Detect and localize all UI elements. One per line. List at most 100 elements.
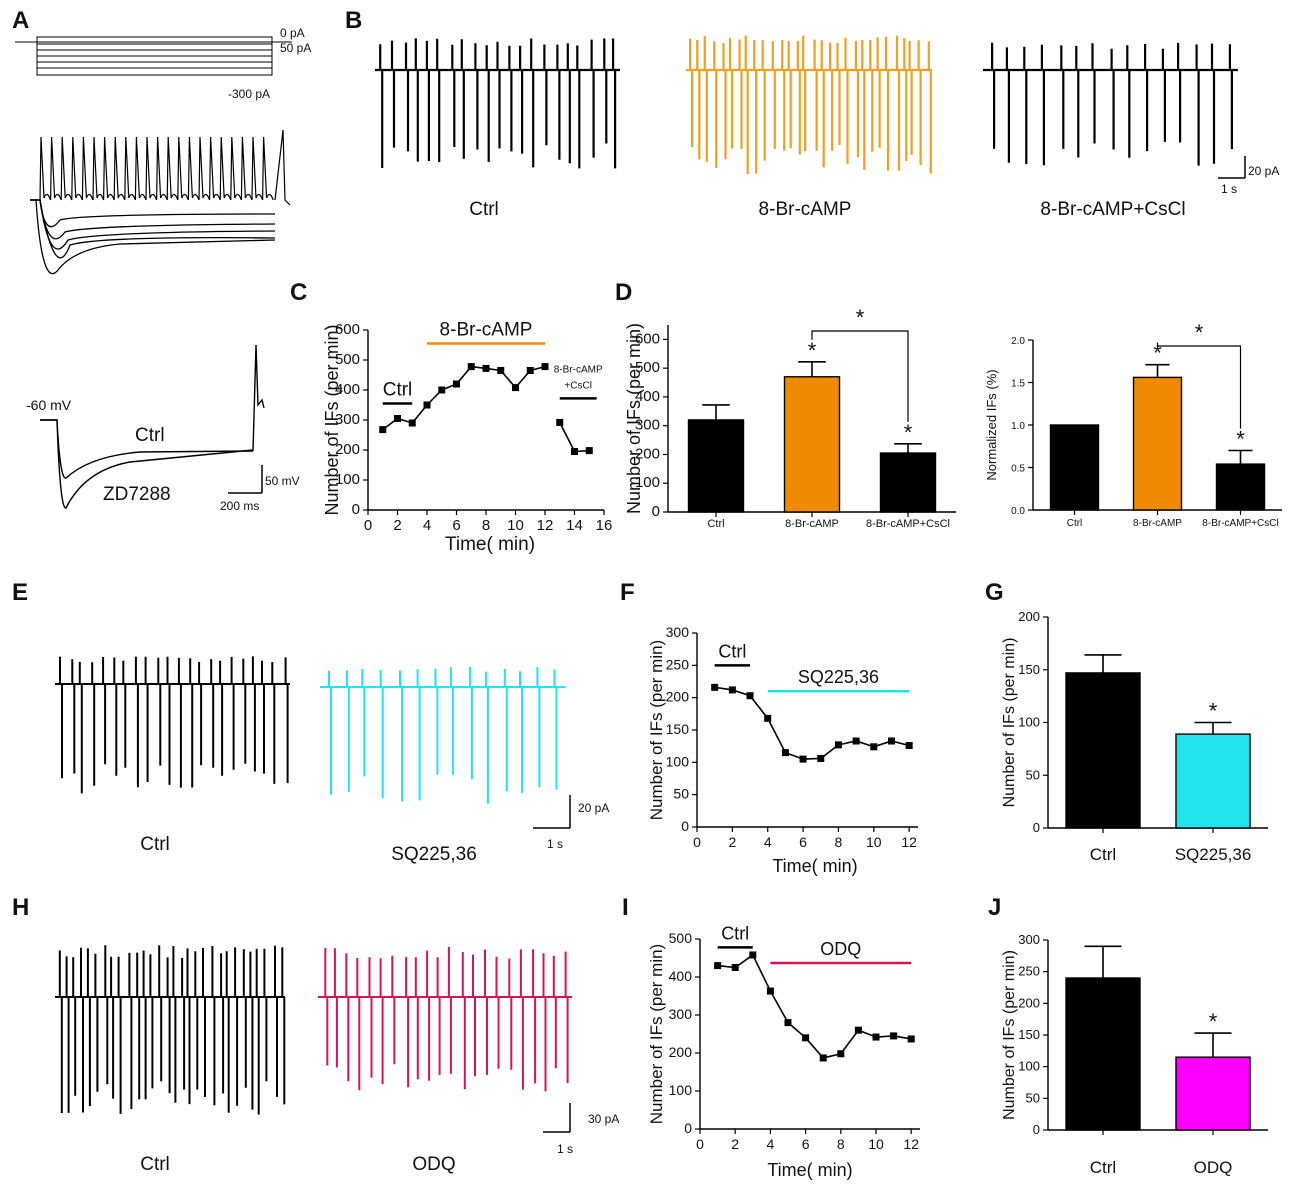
data-point <box>571 448 578 455</box>
chart-d-normalized-bar: 0.0 0.5 1.0 1.5 2.0 Normalized IFs (%) Ctrl 8-B… <box>984 320 1282 529</box>
panel-label-e: E <box>12 579 28 606</box>
category-label: SQ225,36 <box>1175 845 1252 864</box>
y-tick-label: 2.0 <box>1011 336 1025 347</box>
x-tick-label: 12 <box>901 834 917 850</box>
x-tick-label: 8 <box>835 834 843 850</box>
data-point <box>585 447 593 455</box>
step-label-0pa: 0 pA <box>280 26 305 40</box>
category-label: 8-Br-cAMP+CsCl <box>1202 518 1278 529</box>
panel-b-label-ctrl: Ctrl <box>469 199 499 220</box>
comparison-bracket <box>1156 342 1242 429</box>
y-tick-label: 150 <box>1018 1027 1040 1042</box>
y-tick-label: 200 <box>669 1044 693 1060</box>
panel-label-c: C <box>290 279 307 306</box>
panel-a-voltage-family <box>30 129 291 275</box>
data-point <box>423 401 431 409</box>
bar <box>1175 733 1251 829</box>
y-axis-title: Number of IFs (per min) <box>624 323 644 514</box>
x-tick-label: 0 <box>696 1136 704 1152</box>
panel-e-scale-pa: 20 pA <box>578 801 609 815</box>
y-tick-label: 1.5 <box>1011 379 1025 390</box>
significance-star: * <box>1209 1009 1218 1034</box>
data-point <box>890 1032 898 1040</box>
series-line <box>714 686 910 760</box>
data-point <box>714 962 722 970</box>
x-tick-label: 8 <box>837 1136 845 1152</box>
data-point <box>781 749 789 757</box>
data-point <box>905 742 913 750</box>
panel-e-scalebar <box>533 795 571 829</box>
data-point <box>512 384 519 392</box>
y-tick-label: 100 <box>666 753 690 769</box>
data-point <box>394 415 401 422</box>
y-tick-label: 300 <box>635 417 660 434</box>
y-tick-label: 50 <box>1026 767 1040 782</box>
y-tick-label: 500 <box>669 930 693 946</box>
ctrl-trace-label: Ctrl <box>135 425 165 446</box>
series-line <box>559 422 590 453</box>
treatment-label: 8-Br-cAMP <box>554 364 603 375</box>
x-axis-title: Time( min) <box>772 856 857 876</box>
zd7288-trace-label: ZD7288 <box>103 484 171 505</box>
x-tick-label: 12 <box>537 517 554 534</box>
y-tick-label: 200 <box>666 689 690 705</box>
category-label: Ctrl <box>1067 518 1083 529</box>
x-tick-label: 10 <box>866 834 882 850</box>
data-point <box>817 754 825 762</box>
y-tick-label: 250 <box>1018 964 1040 979</box>
x-tick-label: 14 <box>566 517 583 534</box>
y-tick-label: 200 <box>635 445 660 462</box>
bar <box>1065 977 1141 1131</box>
x-tick-label: 6 <box>452 517 460 534</box>
comparison-bracket <box>811 330 909 422</box>
panel-b-trace-cscl <box>983 42 1238 166</box>
panel-b-trace-8brcamp <box>686 35 932 175</box>
data-point <box>887 737 895 745</box>
bar <box>1049 424 1100 511</box>
category-label: Ctrl <box>1090 845 1116 864</box>
y-axis-title: Number of IFs (per min) <box>1001 638 1018 808</box>
data-point <box>556 418 564 426</box>
panel-label-d: D <box>615 279 632 306</box>
x-tick-label: 2 <box>728 834 736 850</box>
y-tick-label: 400 <box>635 388 660 405</box>
y-tick-label: 300 <box>666 624 690 640</box>
category-label: 8-Br-cAMP+CsCl <box>866 518 950 530</box>
data-point <box>784 1019 792 1027</box>
x-tick-label: 4 <box>767 1136 775 1152</box>
y-tick-label: 0.5 <box>1011 464 1025 475</box>
x-axis-title: Time( min) <box>767 1160 852 1180</box>
category-label: ODQ <box>1194 1158 1233 1177</box>
data-point <box>834 741 842 749</box>
y-tick-label: 100 <box>1018 715 1040 730</box>
y-tick-label: 100 <box>335 471 360 488</box>
data-point <box>526 367 534 374</box>
significance-star: * <box>904 420 913 445</box>
panel-label-f: F <box>620 579 635 606</box>
y-tick-label: 300 <box>1018 932 1040 947</box>
panel-b-trace-ctrl <box>375 38 620 169</box>
data-point <box>907 1035 915 1043</box>
x-tick-label: 6 <box>802 1136 810 1152</box>
y-tick-label: 0 <box>1033 1122 1040 1137</box>
x-tick-label: 2 <box>731 1136 739 1152</box>
vm-label: -60 mV <box>26 397 72 413</box>
step-label-300pa: -300 pA <box>228 87 270 101</box>
panel-h-trace-odq <box>318 947 572 1092</box>
y-tick-label: 50 <box>1026 1090 1040 1105</box>
data-point <box>711 683 719 691</box>
treatment-label: Ctrl <box>721 923 749 943</box>
panel-h-scalebar <box>543 1103 571 1133</box>
y-axis-title: Number of IFs (per min) <box>647 640 666 820</box>
y-tick-label: 100 <box>669 1082 693 1098</box>
panel-b-scalebar <box>1218 156 1246 179</box>
significance-star: * <box>1153 341 1162 366</box>
data-point <box>872 1033 880 1041</box>
y-tick-label: 50 <box>673 786 689 802</box>
panel-label-g: G <box>985 579 1004 606</box>
